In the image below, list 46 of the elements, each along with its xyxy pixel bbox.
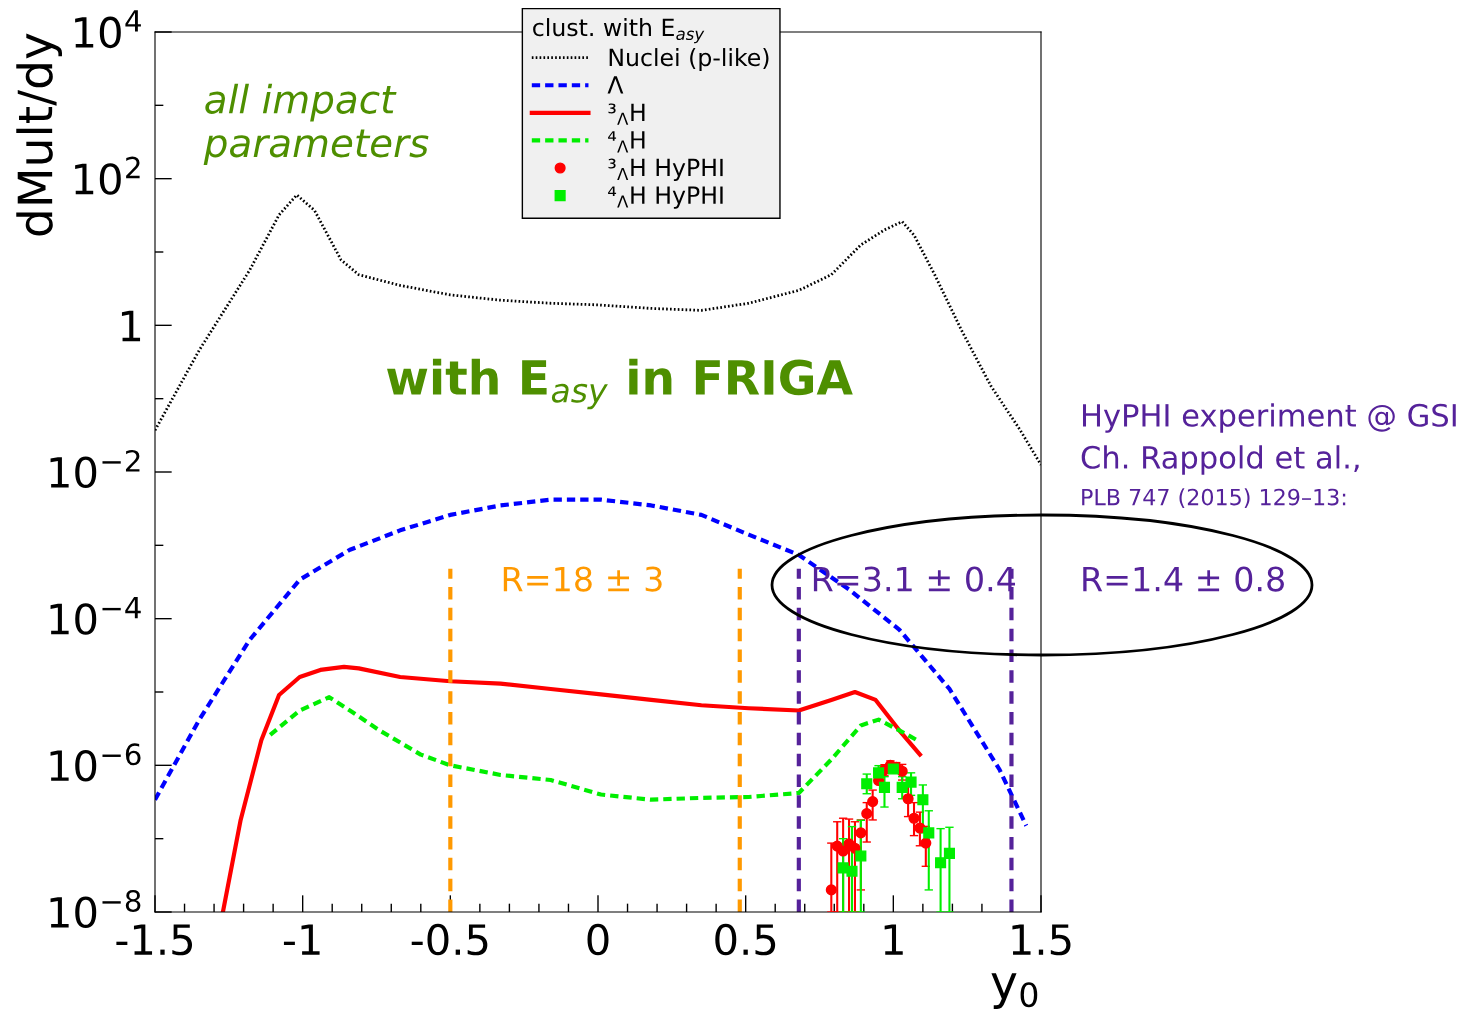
point <box>867 796 879 808</box>
x-axis-title: y$_{0}$ <box>991 973 1038 1009</box>
point <box>861 778 873 790</box>
point <box>825 884 837 896</box>
legend-label: ⁴$_{Λ}$H HyPHI <box>608 186 723 209</box>
annotation: with E$_{asy}$ in FRIGA <box>387 358 853 410</box>
point <box>935 857 947 869</box>
line-series <box>220 664 922 912</box>
point <box>908 812 920 824</box>
y-tick-label: 1 <box>121 310 141 342</box>
x-tick-label: -0.5 <box>411 923 488 956</box>
legend-label: ³$_{Λ}$H <box>608 103 645 125</box>
point <box>943 847 956 859</box>
x-tick-label: 0.5 <box>715 923 776 956</box>
y-axis-title: dMult/dy <box>16 33 62 236</box>
y-tick-label: 10$^{−4}$ <box>50 597 141 635</box>
annotation: all impact parameters <box>203 83 429 165</box>
y-tick-label: 10$^{−6}$ <box>50 743 141 782</box>
point <box>855 850 867 862</box>
x-tick-label: 1 <box>884 924 903 955</box>
point <box>920 837 932 849</box>
legend-title: clust. with E$_{asy}$ <box>533 18 705 44</box>
legend-label: Λ <box>607 76 624 94</box>
legend-label: ⁴$_{Λ}$H <box>608 131 645 153</box>
y-tick-label: 10$^{4}$ <box>75 10 141 49</box>
x-tick-label: 1.5 <box>1012 924 1071 956</box>
y-tick-label: 10$^{−2}$ <box>50 449 140 489</box>
text: HyPHI experiment @ GSI <box>1083 403 1456 433</box>
point <box>878 781 891 793</box>
point <box>902 793 914 805</box>
point <box>917 794 929 806</box>
point <box>861 807 873 820</box>
text: Ch. Rappold et al., <box>1081 445 1359 475</box>
text: R=1.4 ± 0.8 <box>1083 566 1284 592</box>
y-tick-label: 10$^{2}$ <box>75 156 140 195</box>
line-series <box>155 497 1029 828</box>
legend-label: ³$_{Λ}$H HyPHI <box>608 158 723 181</box>
legend-label: Nuclei (p-like) <box>609 48 769 71</box>
annotation: R=18 ± 3 <box>503 566 662 592</box>
text: PLB 747 (2015) 129–13: <box>1082 488 1346 509</box>
point <box>855 827 867 839</box>
x-tick-label: 0 <box>587 923 609 956</box>
point <box>846 865 858 877</box>
point <box>905 776 917 788</box>
point <box>923 827 935 839</box>
x-tick-label: -1 <box>283 924 320 955</box>
